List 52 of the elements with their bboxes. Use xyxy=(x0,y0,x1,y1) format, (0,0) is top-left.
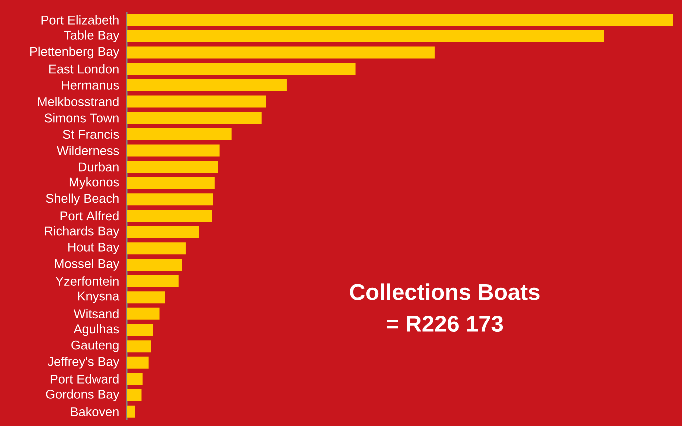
y-tick-label: Bakoven xyxy=(71,407,119,416)
y-tick-label: Jeffrey's Bay xyxy=(48,356,120,369)
bar xyxy=(127,373,143,386)
bar xyxy=(127,390,142,402)
bar xyxy=(127,63,356,76)
bar xyxy=(127,128,232,140)
y-tick-label: Port Elizabeth xyxy=(42,16,119,25)
bar xyxy=(127,210,212,222)
y-tick-label: Gauteng xyxy=(72,340,119,352)
y-tick-label: Hout Bay xyxy=(68,242,120,254)
bar xyxy=(127,30,604,42)
y-tick-label: Hermanus xyxy=(62,81,120,90)
bar xyxy=(127,96,266,108)
y-tick-label: Durban xyxy=(79,162,119,172)
y-tick-label: Mossel Bay xyxy=(55,259,120,271)
bar xyxy=(127,144,220,157)
bar xyxy=(127,340,152,353)
bar xyxy=(127,308,160,320)
bar xyxy=(127,79,287,92)
y-tick-label: Melkbosstrand xyxy=(38,97,119,106)
y-tick-label: East London xyxy=(50,64,119,74)
bar xyxy=(127,14,673,26)
y-tick-label: Shelly Beach xyxy=(46,194,119,206)
bar xyxy=(127,406,136,418)
bar xyxy=(127,161,218,174)
y-tick-label: Yzerfontein xyxy=(56,276,119,286)
y-tick-label: St Francis xyxy=(63,130,120,140)
y-tick-label: Richards Bay xyxy=(45,226,120,238)
y-tick-label: Plettenberg Bay xyxy=(30,46,120,59)
bar xyxy=(127,112,262,124)
bar xyxy=(127,292,166,304)
bar xyxy=(127,46,435,59)
y-tick-label: Gordons Bay xyxy=(46,390,120,402)
y-tick-label: Agulhas xyxy=(74,324,120,336)
y-tick-label: Port Alfred xyxy=(60,211,119,221)
bar xyxy=(127,226,200,238)
y-tick-label: Table Bay xyxy=(64,30,120,42)
bar xyxy=(127,324,154,336)
bar xyxy=(127,356,149,369)
y-tick-label: Mykonos xyxy=(70,177,120,190)
bar xyxy=(127,275,179,288)
y-tick-label: Simons Town xyxy=(44,113,119,123)
annotation: = R226 173 xyxy=(387,316,504,332)
y-tick-label: Witsand xyxy=(74,309,119,319)
bar xyxy=(127,177,215,190)
bar xyxy=(127,194,214,206)
y-tick-label: Wilderness xyxy=(57,146,120,156)
annotation: Collections Boats xyxy=(350,284,540,300)
bar xyxy=(127,258,182,271)
bar xyxy=(127,242,186,255)
y-tick-label: Knysna xyxy=(78,292,120,304)
y-tick-label: Port Edward xyxy=(50,374,119,384)
